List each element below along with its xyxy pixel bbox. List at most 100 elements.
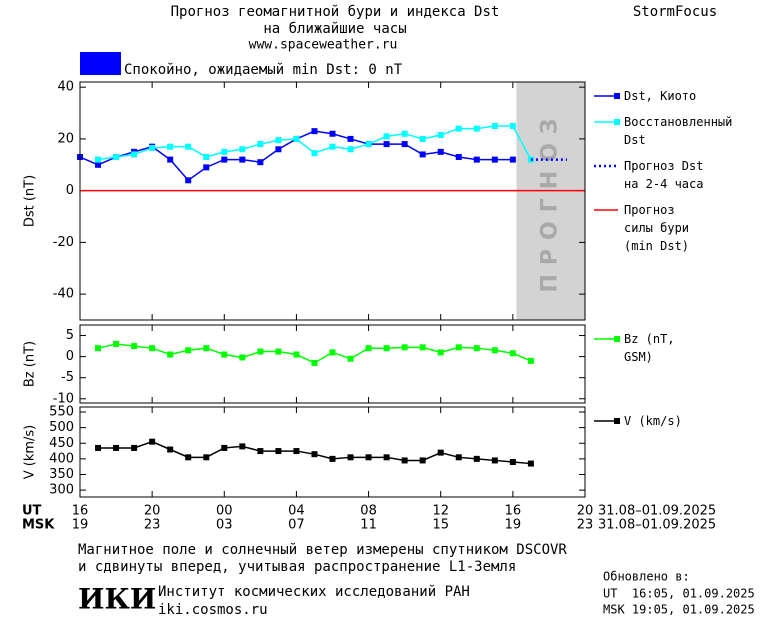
data-point	[347, 454, 354, 461]
data-point	[239, 354, 246, 361]
subtitle: на ближайшие часы	[263, 21, 406, 37]
x2-label-date: 31.08–01.09.2025	[598, 518, 716, 533]
legend-marker	[614, 336, 620, 342]
data-point	[131, 343, 138, 350]
data-point	[491, 156, 498, 163]
y-tick-label: 400	[49, 451, 74, 466]
data-point	[527, 460, 534, 467]
legend-marker	[614, 418, 620, 424]
y-tick-label: -5	[61, 370, 74, 385]
data-point	[185, 454, 192, 461]
x-tick-label: 12	[432, 504, 449, 519]
data-point	[221, 444, 228, 451]
data-point	[113, 444, 120, 451]
data-point	[347, 146, 354, 153]
x2-tick-label: 19	[72, 518, 89, 533]
legend: Bz (nT, GSM)	[592, 330, 706, 366]
data-point	[365, 345, 372, 352]
plot-frame	[79, 324, 586, 404]
data-point	[239, 443, 246, 450]
data-point	[293, 135, 300, 142]
legend-text: Прогноз силы бури (min Dst)	[624, 203, 690, 253]
data-point	[455, 154, 462, 161]
data-point	[257, 448, 264, 455]
data-point	[383, 345, 390, 352]
data-point	[203, 345, 210, 352]
data-point	[275, 137, 282, 144]
y-tick-label: 300	[49, 483, 74, 498]
data-point	[239, 146, 246, 153]
data-point	[185, 143, 192, 150]
title: Прогноз геомагнитной бури и индекса Dst	[171, 4, 500, 20]
footer-note: и сдвинуты вперед, учитывая распростране…	[78, 559, 516, 575]
x2-tick-label: 11	[360, 518, 377, 533]
data-point	[437, 349, 444, 356]
legend-swatch	[594, 336, 620, 342]
data-point	[131, 151, 138, 158]
x2-tick-label: 15	[432, 518, 449, 533]
x-tick-label: 04	[288, 504, 305, 519]
data-point	[455, 454, 462, 461]
data-point	[401, 457, 408, 464]
data-point	[167, 156, 174, 163]
data-point	[401, 344, 408, 351]
x-tick-label: 16	[505, 504, 522, 519]
legend-item: Восстановленный Dst	[592, 113, 733, 149]
data-point	[473, 125, 480, 132]
legend-swatch	[594, 119, 620, 125]
x-tick-label: 20	[577, 504, 594, 519]
data-point	[221, 156, 228, 163]
legend-swatch	[594, 164, 618, 168]
x-tick-label: 20	[144, 504, 161, 519]
x2-label: MSK	[22, 518, 55, 533]
data-point	[437, 449, 444, 456]
plot-frame	[79, 406, 586, 498]
data-point	[311, 150, 318, 157]
data-point	[365, 454, 372, 461]
data-point	[185, 347, 192, 354]
data-point	[149, 144, 156, 151]
data-point	[527, 357, 534, 364]
data-point	[257, 348, 264, 355]
x-tick-label: 00	[216, 504, 233, 519]
data-point	[311, 359, 318, 366]
data-point	[221, 148, 228, 155]
data-point	[131, 444, 138, 451]
legend-item: Bz (nT, GSM)	[592, 330, 706, 366]
plot-frame	[79, 81, 586, 321]
legend-item: Dst, Киото	[592, 87, 706, 105]
legend-text: Bz (nT, GSM)	[624, 332, 675, 364]
updated-label: Обновлено в:	[603, 570, 690, 584]
data-point	[347, 135, 354, 142]
x-tick-label: 08	[360, 504, 377, 519]
legend-swatch	[594, 418, 620, 424]
y-tick-label: 450	[49, 436, 74, 451]
data-point	[329, 130, 336, 137]
data-point	[113, 340, 120, 347]
data-point	[329, 349, 336, 356]
data-point	[257, 141, 264, 148]
x2-tick-label: 03	[216, 518, 233, 533]
institute: Институт космических исследований РАН	[158, 584, 470, 600]
data-point	[509, 350, 516, 357]
data-point	[509, 156, 516, 163]
data-point	[437, 148, 444, 155]
y-tick-label: 550	[49, 405, 74, 420]
data-point	[383, 133, 390, 140]
data-point	[473, 156, 480, 163]
status-box	[80, 52, 121, 75]
y-label: V (km/s)	[23, 425, 38, 480]
data-point	[95, 444, 102, 451]
y-tick-label: 20	[57, 131, 74, 146]
data-point	[347, 355, 354, 362]
data-point	[473, 455, 480, 462]
data-point	[329, 455, 336, 462]
data-point	[383, 454, 390, 461]
data-point	[167, 143, 174, 150]
legend-item: V (km/s)	[592, 412, 706, 430]
legend-text: V (km/s)	[624, 414, 682, 428]
data-point	[239, 156, 246, 163]
legend-text: Восстановленный Dst	[624, 115, 733, 147]
